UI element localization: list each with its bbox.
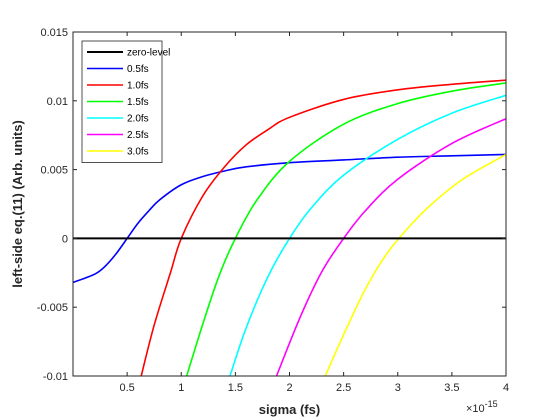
legend-label-zero-level: zero-level	[127, 48, 170, 59]
series-line-1.5fs	[185, 82, 506, 376]
x-tick-label: 4	[503, 382, 509, 394]
legend-label-3.0fs: 3.0fs	[127, 147, 149, 158]
series-curves	[73, 79, 506, 376]
legend-label-2.0fs: 2.0fs	[127, 114, 149, 125]
series-line-2.5fs	[275, 117, 506, 376]
legend-label-1.5fs: 1.5fs	[127, 97, 149, 108]
x-tick-label: 0.5	[119, 382, 134, 394]
series-line-0.5fs	[73, 153, 506, 284]
x-tick-label: 2	[286, 382, 292, 394]
legend-label-2.5fs: 2.5fs	[127, 130, 149, 141]
x-axis-exponent-power: -15	[485, 399, 498, 409]
series-line-2.0fs	[229, 94, 506, 376]
x-axis-label: sigma (fs)	[259, 402, 320, 417]
x-tick-label: 3.5	[444, 382, 459, 394]
y-tick-label: 0	[62, 233, 68, 245]
x-axis-exponent-base: ×10	[466, 403, 485, 415]
legend-label-0.5fs: 0.5fs	[127, 64, 149, 75]
x-axis-exponent: ×10-15	[466, 399, 498, 415]
y-axis-ticks: -0.01 -0.005 0 0.005 0.01 0.015	[37, 27, 506, 383]
y-tick-label: 0.01	[47, 96, 68, 108]
x-tick-label: 1.5	[228, 382, 243, 394]
series-line-1.0fs	[140, 79, 506, 376]
y-tick-label: -0.005	[37, 302, 68, 314]
y-axis-label: left-side eq.(11) (Arb. units)	[10, 120, 25, 288]
x-tick-label: 3	[395, 382, 401, 394]
y-tick-label: 0.015	[40, 27, 68, 39]
x-tick-label: 1	[178, 382, 184, 394]
legend-label-1.0fs: 1.0fs	[127, 81, 149, 92]
y-tick-label: -0.01	[43, 371, 68, 383]
legend: zero-level 0.5fs 1.0fs 1.5fs 2.0fs 2.5fs 3.0fs	[81, 40, 170, 163]
series-line-3.0fs	[324, 153, 506, 376]
x-axis-ticks: 0.5 1 1.5 2 2.5 3 3.5 4	[119, 32, 509, 394]
x-tick-label: 2.5	[336, 382, 351, 394]
y-tick-label: 0.005	[40, 165, 68, 177]
